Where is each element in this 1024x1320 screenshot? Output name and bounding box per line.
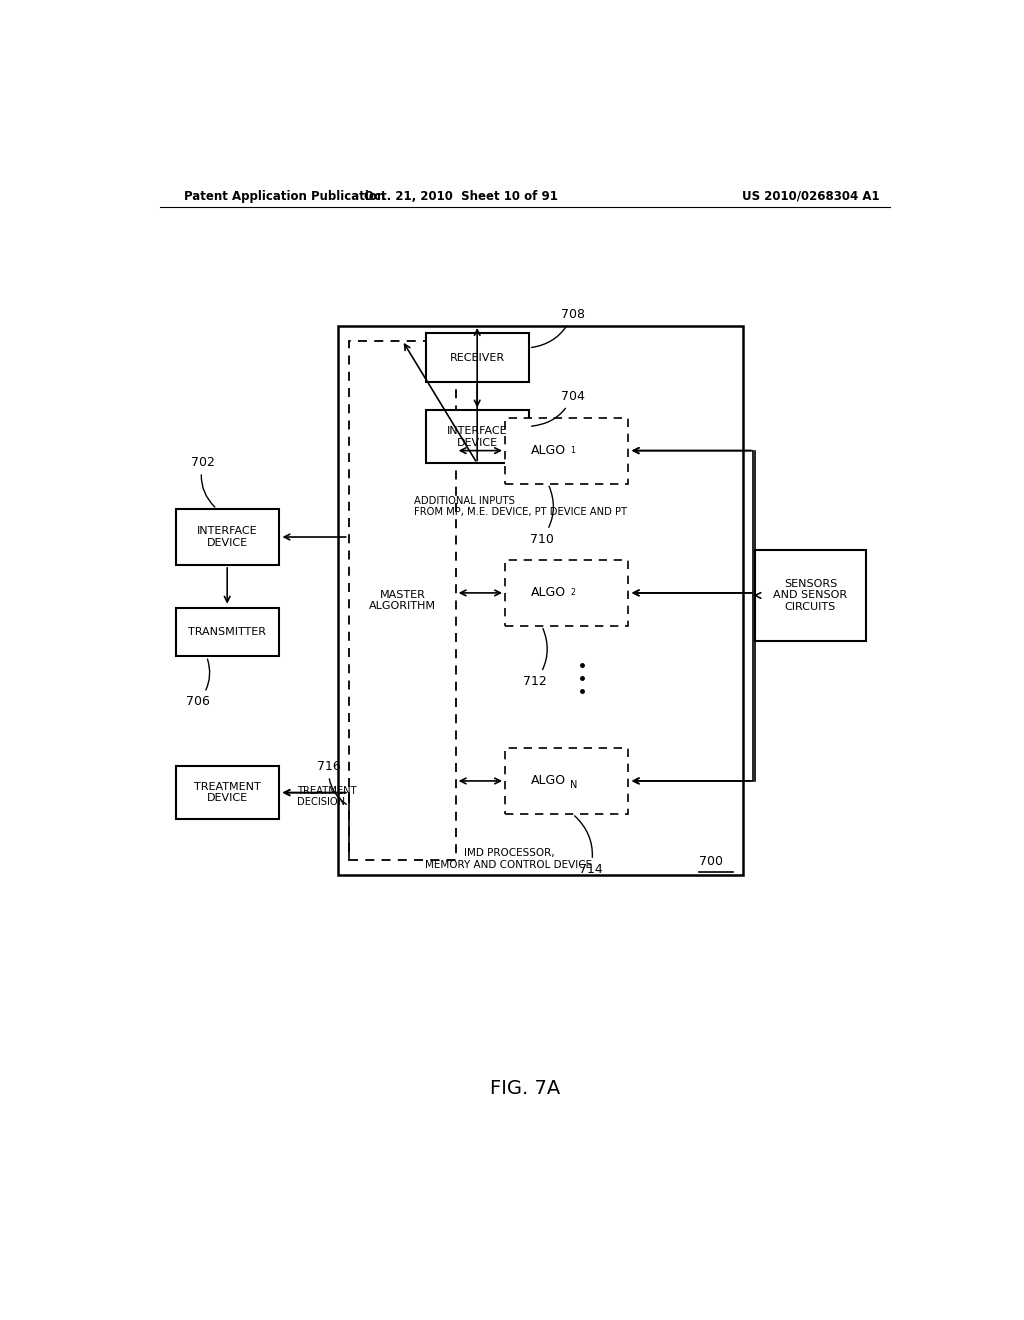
Text: RECEIVER: RECEIVER [450,352,505,363]
Text: INTERFACE
DEVICE: INTERFACE DEVICE [446,426,508,447]
Text: 708: 708 [531,308,585,347]
Text: 714: 714 [574,816,602,876]
Bar [755,549,866,642]
Text: IMD PROCESSOR,
MEMORY AND CONTROL DEVICE: IMD PROCESSOR, MEMORY AND CONTROL DEVICE [425,849,593,870]
Text: US 2010/0268304 A1: US 2010/0268304 A1 [741,190,880,202]
Text: Oct. 21, 2010  Sheet 10 of 91: Oct. 21, 2010 Sheet 10 of 91 [365,190,558,202]
Text: 716: 716 [316,760,346,804]
Text: TRANSMITTER: TRANSMITTER [188,627,266,638]
Text: 702: 702 [191,457,215,507]
Bar [176,766,279,818]
Bar [505,748,628,814]
Text: INTERFACE
DEVICE: INTERFACE DEVICE [197,527,257,548]
Text: Patent Application Publication: Patent Application Publication [183,190,385,202]
Bar [426,411,528,463]
Text: FIG. 7A: FIG. 7A [489,1078,560,1098]
Text: TREATMENT
DECISION: TREATMENT DECISION [297,785,356,808]
Text: ALGO: ALGO [531,775,566,788]
Bar [176,510,279,565]
Text: 712: 712 [523,628,547,688]
Text: 704: 704 [531,391,585,426]
Text: $_2$: $_2$ [570,586,577,599]
Text: SENSORS
AND SENSOR
CIRCUITS: SENSORS AND SENSOR CIRCUITS [773,579,848,612]
Text: TREATMENT
DEVICE: TREATMENT DEVICE [194,781,260,804]
Text: 700: 700 [699,855,723,867]
Bar [505,560,628,626]
Bar [505,417,628,483]
Bar [338,326,743,875]
Text: N: N [570,780,578,789]
Text: ALGO: ALGO [531,586,566,599]
Bar [348,342,456,859]
Bar [176,607,279,656]
Text: ADDITIONAL INPUTS
FROM MP, M.E. DEVICE, PT DEVICE AND PT: ADDITIONAL INPUTS FROM MP, M.E. DEVICE, … [414,496,627,517]
Text: $_1$: $_1$ [570,445,577,457]
Text: 710: 710 [529,486,553,545]
Text: MASTER
ALGORITHM: MASTER ALGORITHM [369,590,436,611]
Text: ALGO: ALGO [531,444,566,457]
Text: 706: 706 [186,659,210,709]
Bar [426,333,528,381]
